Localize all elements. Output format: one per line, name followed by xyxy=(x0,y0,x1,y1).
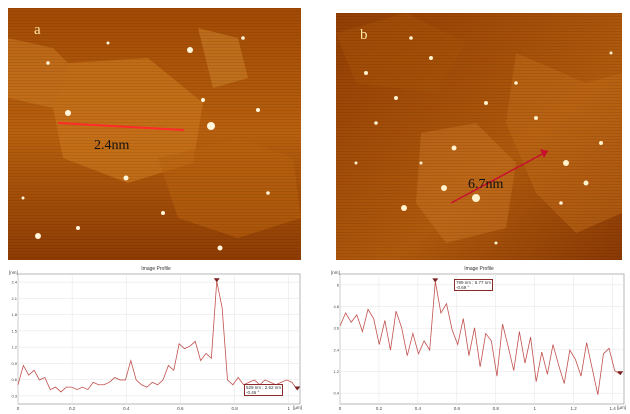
height-profile-chart-a: Image Profile [nm] [µm] 0 0.2 0.4 0.6 0.8 1 0.… xyxy=(8,266,304,412)
cursor-readout-a-line1: 529 nm ; 2.62 nm xyxy=(246,385,282,390)
afm-image-b-graphic xyxy=(336,13,622,260)
panel-label-a: a xyxy=(34,22,41,38)
y-tick-label-b: 4.8 xyxy=(333,304,339,309)
panel-label-b: b xyxy=(360,27,368,43)
y-tick-label-b: 2.4 xyxy=(333,347,339,352)
afm-image-b: b 6.7nm xyxy=(336,13,622,260)
x-tick-label-a: 0.8 xyxy=(231,406,238,411)
x-unit-a: [µm] xyxy=(293,405,302,410)
y-unit-a: [nm] xyxy=(9,270,18,275)
cursor-readout-b: 789 nm ; 6.77 nm -0.69 ° xyxy=(454,279,494,291)
x-unit-b: [µm] xyxy=(617,405,626,410)
profile-title-a: Image Profile xyxy=(141,266,171,272)
y-tick-label-b: 1.2 xyxy=(333,369,339,374)
y-tick-label-a: 0.6 xyxy=(11,377,17,382)
x-tick-label-b: 0.4 xyxy=(415,406,422,411)
y-tick-label-b: 0.4 xyxy=(333,391,339,396)
y-unit-b: [nm] xyxy=(331,270,340,275)
height-measurement-a: 2.4nm xyxy=(94,138,130,153)
x-tick-label-b: 0.6 xyxy=(454,406,461,411)
x-tick-label-b: 1.4 xyxy=(610,406,617,411)
profile-title-b: Image Profile xyxy=(464,266,494,272)
profile-line-a xyxy=(57,122,185,131)
x-tick-label-b: 1.2 xyxy=(571,406,578,411)
afm-image-a: a 2.4nm xyxy=(8,8,301,260)
x-tick-label-b: 1 xyxy=(533,406,536,411)
y-tick-label-a: 2.1 xyxy=(11,296,17,301)
x-tick-label-a: 0.4 xyxy=(123,406,130,411)
x-tick-label-b: 0.2 xyxy=(376,406,383,411)
profile-plot-b: 0 0.2 0.4 0.6 0.8 1 1.2 1.4 0.4 1.2 2.4 3.6 4.8 6 xyxy=(333,273,625,411)
y-tick-label-a: 1.5 xyxy=(11,328,17,333)
cursor-marker-max-a[interactable] xyxy=(213,278,220,283)
y-tick-label-a: 2.4 xyxy=(11,280,17,285)
x-tick-label-a: 0.2 xyxy=(69,406,76,411)
cursor-marker-end-a[interactable] xyxy=(294,386,301,391)
plot-frame-a xyxy=(17,273,301,405)
plot-frame-b xyxy=(339,273,625,405)
x-tick-label-a: 1 xyxy=(287,406,290,411)
y-tick-label-a: 1.8 xyxy=(11,312,17,317)
x-tick-label-b: 0.8 xyxy=(493,406,500,411)
profile-line-b xyxy=(450,150,549,204)
x-tick-label-a: 0.6 xyxy=(177,406,184,411)
y-tick-label-a: 0.9 xyxy=(11,361,17,366)
y-tick-label-b: 6 xyxy=(337,282,340,287)
x-tick-label-b: 0 xyxy=(339,406,342,411)
profile-plot-a: 0 0.2 0.4 0.6 0.8 1 0.3 0.6 0.9 1.2 1.5 1.8 2.1 2.4 xyxy=(11,273,301,411)
y-tick-label-a: 1.2 xyxy=(11,345,17,350)
x-tick-label-a: 0 xyxy=(17,406,20,411)
height-measurement-b: 6.7nm xyxy=(468,177,504,192)
profile-series-line-a xyxy=(17,281,298,393)
height-profile-chart-b: Image Profile [nm] [µm] 0 0.2 0.4 0.6 0.8 1 1.… xyxy=(330,266,628,412)
cursor-readout-a-line2: -0.46 ° xyxy=(246,390,260,395)
cursor-marker-end-b[interactable] xyxy=(617,371,624,376)
cursor-readout-b-line2: -0.69 ° xyxy=(456,285,470,290)
cursor-readout-b-line1: 789 nm ; 6.77 nm xyxy=(456,280,492,285)
y-tick-label-b: 3.6 xyxy=(333,326,339,331)
y-tick-label-a: 0.3 xyxy=(11,393,17,398)
profile-series-line-b xyxy=(339,281,621,395)
afm-image-a-graphic xyxy=(8,8,301,260)
cursor-readout-a: 529 nm ; 2.62 nm -0.46 ° xyxy=(244,384,284,396)
cursor-marker-max-b[interactable] xyxy=(432,278,439,283)
